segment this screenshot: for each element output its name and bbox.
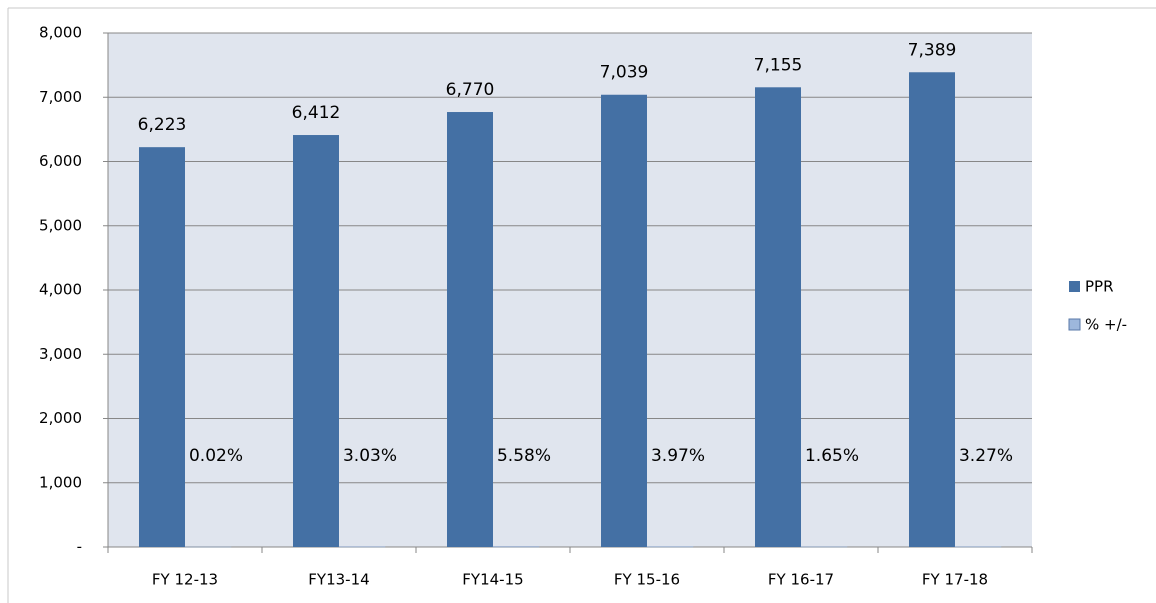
data-label: 7,389 bbox=[908, 40, 957, 60]
data-label: 7,039 bbox=[600, 63, 649, 83]
bar bbox=[139, 147, 185, 548]
legend-label: % +/- bbox=[1085, 316, 1127, 334]
y-tick-label: 6,000 bbox=[39, 152, 82, 170]
y-tick-label: 8,000 bbox=[39, 24, 82, 42]
y-tick-label: 7,000 bbox=[39, 88, 82, 106]
x-tick-label: FY14-15 bbox=[462, 571, 523, 589]
x-tick-label: FY13-14 bbox=[308, 571, 369, 589]
data-label: 6,412 bbox=[292, 103, 341, 123]
legend-label: PPR bbox=[1085, 278, 1114, 296]
data-label: 3.03% bbox=[343, 446, 397, 466]
bar bbox=[293, 135, 339, 548]
y-tick-label: 4,000 bbox=[39, 281, 82, 299]
x-tick-label: FY 15-16 bbox=[614, 571, 680, 589]
data-label: 6,223 bbox=[138, 115, 187, 135]
legend-swatch bbox=[1069, 281, 1080, 292]
x-tick-label: FY 17-18 bbox=[922, 571, 988, 589]
bar bbox=[755, 87, 801, 547]
data-label: 0.02% bbox=[189, 446, 243, 466]
bar bbox=[909, 72, 955, 548]
data-label: 3.97% bbox=[651, 446, 705, 466]
data-label: 1.65% bbox=[805, 446, 859, 466]
x-tick-label: FY 16-17 bbox=[768, 571, 834, 589]
data-label: 6,770 bbox=[446, 80, 495, 100]
y-tick-label: 2,000 bbox=[39, 409, 82, 427]
bar bbox=[601, 94, 647, 547]
bar bbox=[447, 112, 493, 547]
data-label: 7,155 bbox=[754, 55, 803, 75]
legend-swatch bbox=[1068, 318, 1081, 331]
y-tick-label: 1,000 bbox=[39, 473, 82, 491]
y-tick-label: 3,000 bbox=[39, 345, 82, 363]
data-label: 5.58% bbox=[497, 446, 551, 466]
y-tick-label: 5,000 bbox=[39, 216, 82, 234]
x-tick-label: FY 12-13 bbox=[152, 571, 218, 589]
y-tick-label: - bbox=[77, 538, 82, 556]
data-label: 3.27% bbox=[959, 446, 1013, 466]
